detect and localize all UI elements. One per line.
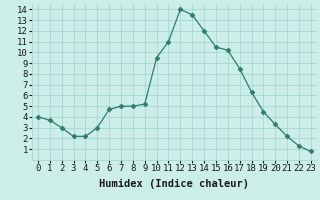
X-axis label: Humidex (Indice chaleur): Humidex (Indice chaleur) xyxy=(100,179,249,189)
